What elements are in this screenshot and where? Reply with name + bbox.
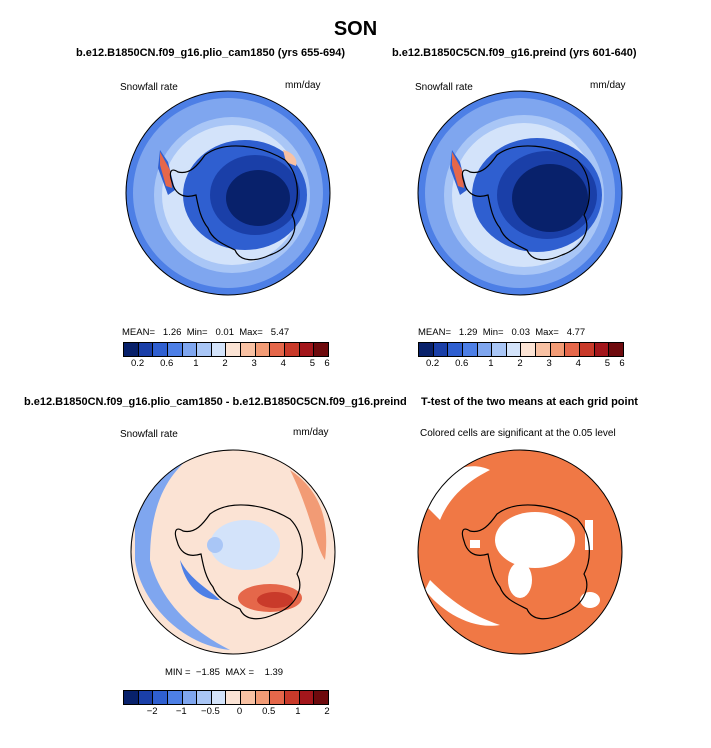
colorbar-swatch (285, 343, 300, 356)
panel3-field (131, 450, 335, 654)
colorbar-swatch (565, 343, 581, 356)
colorbar-tick-label: 3 (546, 358, 552, 369)
colorbar-swatch (226, 343, 242, 356)
colorbar-swatch (255, 343, 271, 356)
colorbar-tick-label: 0.2 (130, 358, 145, 369)
colorbar-swatch (314, 343, 328, 356)
panel1-variable-label: Snowfall rate (120, 82, 178, 93)
colorbar-tick-label: 2 (222, 358, 228, 369)
colorbar-tick-label: 4 (280, 358, 286, 369)
colorbar-tick-label: 1 (295, 706, 301, 717)
colorbar-tick-label: 6 (619, 358, 625, 369)
colorbar-tick-label: 2 (517, 358, 523, 369)
colorbar-swatch (492, 343, 507, 356)
colorbar-swatch (506, 343, 522, 356)
colorbar-swatch (550, 343, 566, 356)
colorbar-swatch (241, 343, 256, 356)
colorbar-swatch (609, 343, 623, 356)
colorbar-tick-label: −2 (146, 706, 158, 717)
colorbar-swatch (211, 691, 227, 704)
colorbar-swatch (211, 343, 227, 356)
colorbar-tick-label: 6 (324, 358, 330, 369)
colorbar-swatch (536, 343, 551, 356)
colorbar-swatch (167, 343, 183, 356)
colorbar-swatch (462, 343, 478, 356)
panel2-colorbar (418, 342, 624, 357)
panel3-variable-label: Snowfall rate (120, 429, 178, 440)
panel4-note: Colored cells are significant at the 0.0… (420, 428, 616, 439)
panel2-field (418, 91, 622, 295)
panel3-units-label: mm/day (293, 427, 329, 438)
colorbar-tick-label: 0.2 (425, 358, 440, 369)
colorbar-swatch (138, 691, 154, 704)
figure-title: SON (333, 18, 378, 40)
colorbar-swatch (270, 691, 286, 704)
panel1-stats: MEAN= 1.26 Min= 0.01 Max= 5.47 (122, 327, 290, 338)
colorbar-swatch (167, 691, 183, 704)
panel2-stats: MEAN= 1.29 Min= 0.03 Max= 4.77 (418, 327, 586, 338)
panel3-title: b.e12.B1850CN.f09_g16.plio_cam1850 - b.e… (24, 396, 407, 408)
colorbar-tick-label: −1 (175, 706, 187, 717)
panel1-title: b.e12.B1850CN.f09_g16.plio_cam1850 (yrs … (76, 47, 346, 59)
panel2-title: b.e12.B1850C5CN.f09_g16.preind (yrs 601-… (392, 47, 637, 59)
colorbar-tick-label: 5 (309, 358, 316, 369)
colorbar-tick-label: 5 (604, 358, 611, 369)
colorbar-swatch (433, 343, 449, 356)
colorbar-swatch (594, 343, 610, 356)
panel4-title: T-test of the two means at each grid poi… (421, 396, 638, 408)
colorbar-tick-label: 0.6 (455, 358, 469, 369)
colorbar-tick-label: 1 (193, 358, 199, 369)
colorbar-tick-label: 0 (236, 706, 243, 717)
colorbar-tick-label: −0.5 (201, 706, 220, 717)
colorbar-swatch (580, 343, 595, 356)
colorbar-swatch (138, 343, 154, 356)
colorbar-swatch (255, 691, 271, 704)
colorbar-swatch (197, 343, 212, 356)
colorbar-swatch (299, 343, 315, 356)
colorbar-swatch (124, 691, 139, 704)
colorbar-swatch (226, 691, 242, 704)
panel4-map-border (417, 449, 623, 655)
colorbar-swatch (182, 343, 198, 356)
colorbar-tick-label: 3 (251, 358, 257, 369)
colorbar-swatch (197, 691, 212, 704)
panel3-colorbar (123, 690, 329, 705)
colorbar-swatch (477, 343, 493, 356)
colorbar-swatch (153, 691, 168, 704)
colorbar-swatch (419, 343, 434, 356)
panel1-colorbar (123, 342, 329, 357)
colorbar-swatch (153, 343, 168, 356)
panel2-units-label: mm/day (590, 80, 626, 91)
colorbar-tick-label: 0.6 (160, 358, 174, 369)
panel4-field (418, 450, 622, 654)
panel3-map-border (130, 449, 336, 655)
colorbar-swatch (241, 691, 256, 704)
colorbar-swatch (314, 691, 328, 704)
colorbar-swatch (124, 343, 139, 356)
colorbar-swatch (285, 691, 300, 704)
panel2-variable-label: Snowfall rate (415, 82, 473, 93)
colorbar-swatch (299, 691, 315, 704)
colorbar-tick-label: 4 (575, 358, 581, 369)
colorbar-tick-label: 1 (488, 358, 494, 369)
colorbar-swatch (448, 343, 463, 356)
panel2-map-border (417, 90, 623, 296)
panel1-units-label: mm/day (285, 80, 321, 91)
colorbar-swatch (182, 691, 198, 704)
panel3-stats: MIN = −1.85 MAX = 1.39 (165, 667, 284, 678)
colorbar-tick-label: 0.5 (262, 706, 276, 717)
panel1-map-border (125, 90, 331, 296)
colorbar-swatch (270, 343, 286, 356)
colorbar-tick-label: 2 (324, 706, 330, 717)
colorbar-swatch (521, 343, 537, 356)
panel1-field (126, 91, 330, 295)
